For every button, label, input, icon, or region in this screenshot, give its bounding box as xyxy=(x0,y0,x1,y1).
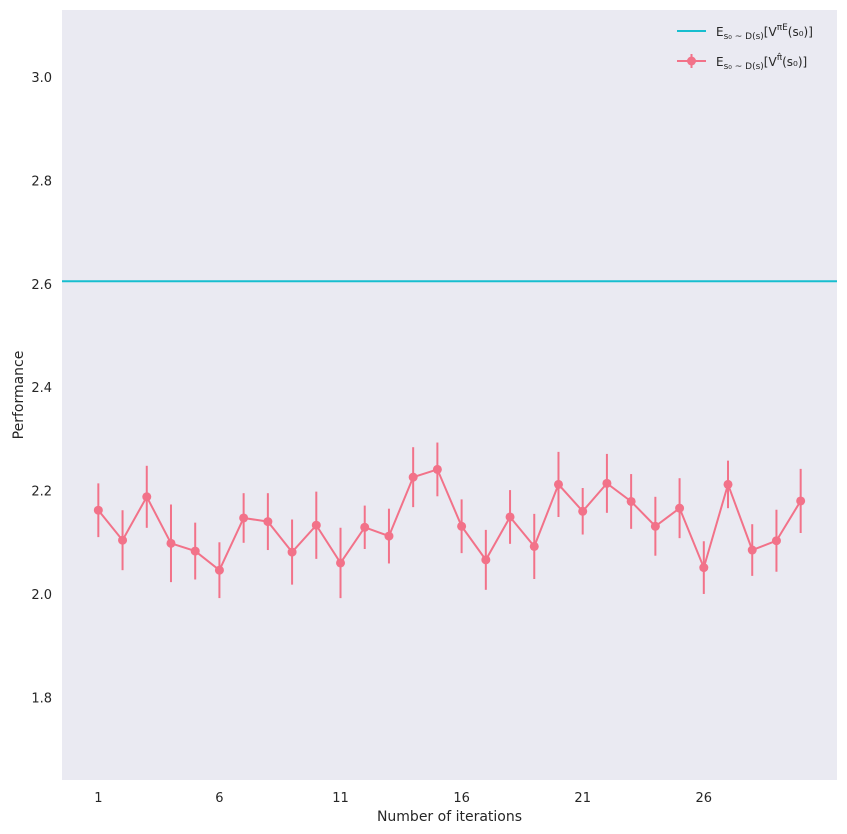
data-point xyxy=(311,520,321,530)
data-point xyxy=(432,464,442,474)
data-point xyxy=(650,521,660,531)
data-point xyxy=(553,479,563,489)
y-axis-ticks: 1.8 2.0 2.2 2.4 2.6 2.8 3.0 xyxy=(31,71,52,706)
data-point xyxy=(771,536,781,546)
data-point xyxy=(578,506,588,516)
legend: Es₀ ~ D(s)[VπE(s₀)] Es₀ ~ D(s)[Vπ̂(s₀)] xyxy=(677,23,813,72)
data-point xyxy=(142,492,152,502)
data-point xyxy=(214,565,224,575)
y-tick-label: 2.2 xyxy=(31,485,52,500)
legend-label-learner: Es₀ ~ D(s)[Vπ̂(s₀)] xyxy=(716,52,807,72)
x-tick-label: 6 xyxy=(215,791,223,806)
x-tick-label: 16 xyxy=(453,791,470,806)
data-point xyxy=(239,513,249,523)
data-point xyxy=(529,541,539,551)
x-tick-label: 26 xyxy=(696,791,713,806)
data-point xyxy=(481,555,491,565)
data-point xyxy=(166,538,176,548)
data-point xyxy=(505,512,515,522)
legend-swatch-learner-marker xyxy=(687,56,696,66)
data-point xyxy=(93,505,103,515)
data-point xyxy=(626,496,636,506)
data-point xyxy=(796,496,806,506)
x-tick-label: 1 xyxy=(94,791,102,806)
y-tick-label: 3.0 xyxy=(31,71,52,86)
data-point xyxy=(263,517,273,527)
data-point xyxy=(190,546,200,556)
data-point xyxy=(602,478,612,488)
y-tick-label: 2.0 xyxy=(31,588,52,603)
data-point xyxy=(747,545,757,555)
data-point xyxy=(118,535,128,545)
data-point xyxy=(384,531,394,541)
data-point xyxy=(336,558,346,568)
legend-label-expert: Es₀ ~ D(s)[VπE(s₀)] xyxy=(716,23,813,42)
data-point xyxy=(699,563,709,573)
plot-background xyxy=(62,10,837,780)
y-axis-label: Performance xyxy=(11,351,27,440)
data-point xyxy=(675,503,685,513)
x-axis-label: Number of iterations xyxy=(377,809,522,825)
y-tick-label: 1.8 xyxy=(31,691,52,706)
data-point xyxy=(360,522,370,532)
learner-performance-series xyxy=(93,464,806,575)
data-point xyxy=(408,472,418,482)
y-tick-label: 2.6 xyxy=(31,278,52,293)
data-point xyxy=(287,547,297,557)
data-point xyxy=(723,479,733,489)
x-axis-ticks: 1 6 11 16 21 26 xyxy=(94,791,712,806)
y-tick-label: 2.8 xyxy=(31,175,52,190)
x-tick-label: 11 xyxy=(332,791,349,806)
series-line xyxy=(97,468,802,572)
x-tick-label: 21 xyxy=(574,791,591,806)
y-tick-label: 2.4 xyxy=(31,381,52,396)
data-point xyxy=(457,521,467,531)
